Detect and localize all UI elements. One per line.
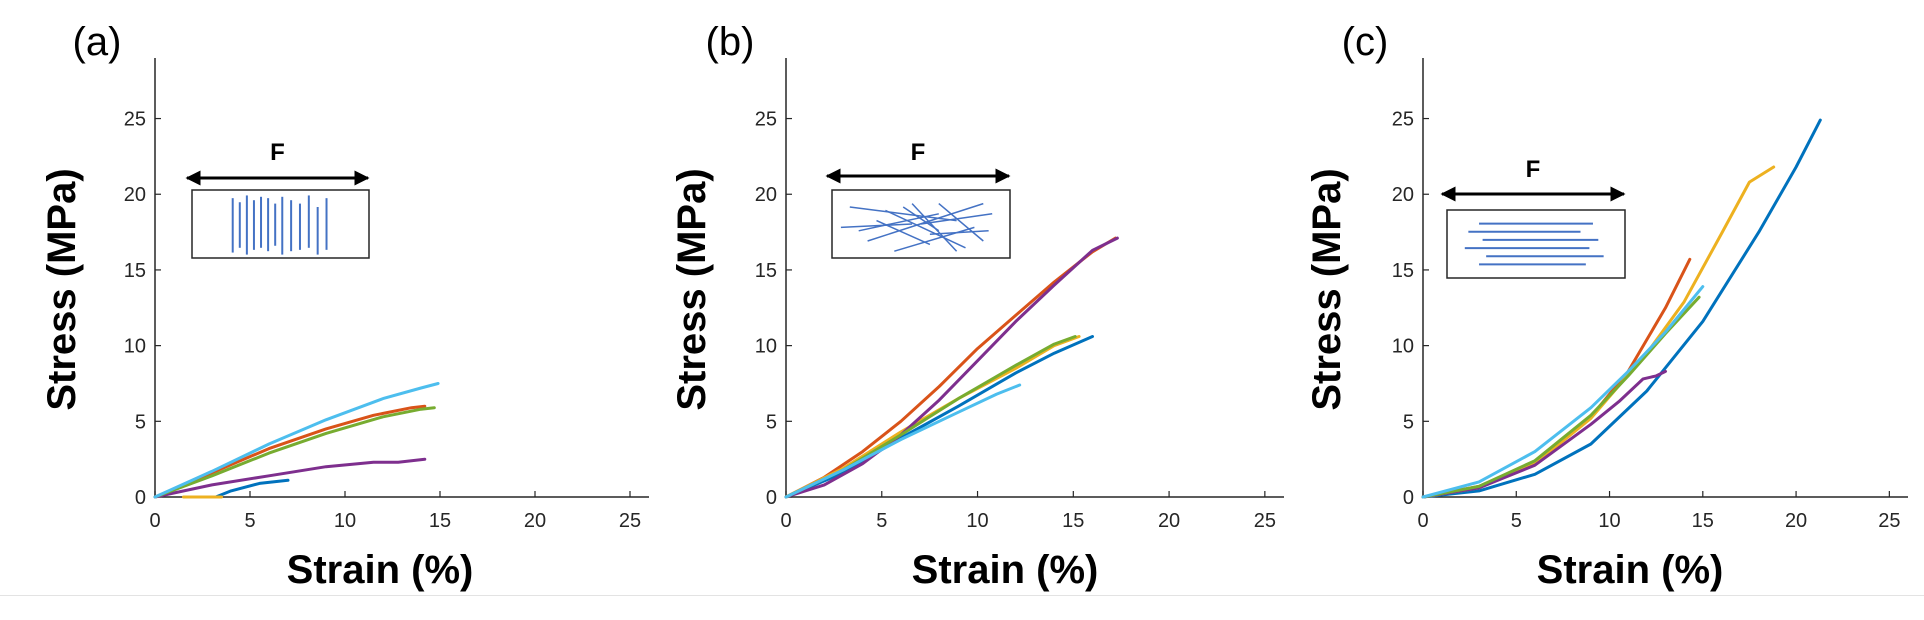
inset-diagram: F (825, 139, 1011, 259)
x-tick-label: 20 (524, 510, 546, 532)
x-tick-label: 15 (429, 510, 451, 532)
fibers (1464, 222, 1604, 266)
y-tick-label: 25 (755, 109, 777, 131)
series-line-6 (784, 383, 1022, 499)
x-tick-label: 10 (1598, 510, 1620, 532)
series-line-4 (1421, 369, 1667, 499)
fiber (938, 203, 984, 242)
series-line-6 (153, 382, 440, 499)
y-tick-label: 10 (755, 336, 777, 358)
x-axis-title: Strain (%) (1537, 548, 1724, 592)
fibers (231, 195, 328, 255)
y-axis-title: Stress (MPa) (40, 168, 84, 410)
y-tick-label: 0 (766, 487, 777, 509)
x-tick-label: 25 (1254, 510, 1276, 532)
y-tick-label: 5 (1403, 411, 1414, 433)
x-tick-label: 10 (966, 510, 988, 532)
x-tick-label: 5 (876, 510, 887, 532)
y-tick-label: 15 (124, 260, 146, 282)
y-axis-title: Stress (MPa) (1305, 168, 1349, 410)
series-line-1 (1421, 118, 1822, 499)
fiber (885, 209, 966, 249)
chart-panel-a: (a) 0 5 10 15 20 25 0 5 10 15 20 25 Stress (MPa) Strai… (40, 20, 649, 592)
y-tick-label: 20 (124, 184, 146, 206)
fibers (840, 202, 993, 252)
y-tick-label: 5 (766, 411, 777, 433)
y-axis-title: Stress (MPa) (670, 168, 714, 410)
specimen-box (1446, 209, 1626, 279)
series-line-2 (784, 236, 1117, 499)
x-tick-label: 5 (1511, 510, 1522, 532)
y-tick-label: 25 (124, 109, 146, 131)
x-tick-label: 5 (244, 510, 255, 532)
chart-panel-c: (c) 0 5 10 15 20 25 0 5 10 15 20 25 Stress (MPa) Strai… (1305, 20, 1908, 592)
force-label: F (911, 139, 926, 166)
x-axis-title: Strain (%) (287, 548, 474, 592)
x-tick-label: 0 (1417, 510, 1428, 532)
series-line-6 (1421, 285, 1705, 499)
x-tick-label: 25 (1878, 510, 1900, 532)
x-tick-label: 25 (619, 510, 641, 532)
fiber (902, 206, 940, 232)
panel-label: (c) (1342, 20, 1389, 64)
series-line-5 (1421, 295, 1701, 499)
x-tick-label: 20 (1785, 510, 1807, 532)
fiber (840, 223, 913, 229)
specimen-box (191, 189, 370, 259)
series-line-1 (214, 478, 290, 499)
force-label: F (270, 139, 285, 166)
y-tick-label: 20 (755, 184, 777, 206)
x-axis-title: Strain (%) (912, 548, 1099, 592)
x-tick-label: 20 (1158, 510, 1180, 532)
y-tick-label: 20 (1392, 184, 1414, 206)
y-tick-label: 15 (755, 260, 777, 282)
inset-diagram: F (1440, 156, 1626, 279)
x-tick-label: 15 (1692, 510, 1714, 532)
x-tick-label: 15 (1062, 510, 1084, 532)
inset-diagram: F (185, 139, 370, 259)
series-line-4 (153, 457, 427, 499)
y-tick-label: 0 (1403, 487, 1414, 509)
y-tick-label: 10 (1392, 336, 1414, 358)
chart-panel-b: (b) 0 5 10 15 20 25 0 5 10 15 20 25 Stress (MPa) Strai… (670, 20, 1284, 592)
x-tick-label: 0 (149, 510, 160, 532)
y-tick-label: 10 (124, 336, 146, 358)
force-label: F (1526, 156, 1541, 183)
fiber (894, 226, 975, 252)
x-tick-label: 0 (780, 510, 791, 532)
fiber (858, 213, 939, 232)
x-tick-label: 10 (334, 510, 356, 532)
y-tick-label: 0 (135, 487, 146, 509)
panel-label: (b) (706, 20, 755, 64)
y-tick-label: 15 (1392, 260, 1414, 282)
bottom-divider (0, 595, 1924, 596)
y-tick-label: 25 (1392, 109, 1414, 131)
y-tick-label: 5 (135, 411, 146, 433)
panel-label: (a) (73, 20, 122, 64)
series-line-4 (784, 236, 1119, 499)
series-line-5 (153, 406, 436, 499)
fiber (929, 230, 989, 235)
